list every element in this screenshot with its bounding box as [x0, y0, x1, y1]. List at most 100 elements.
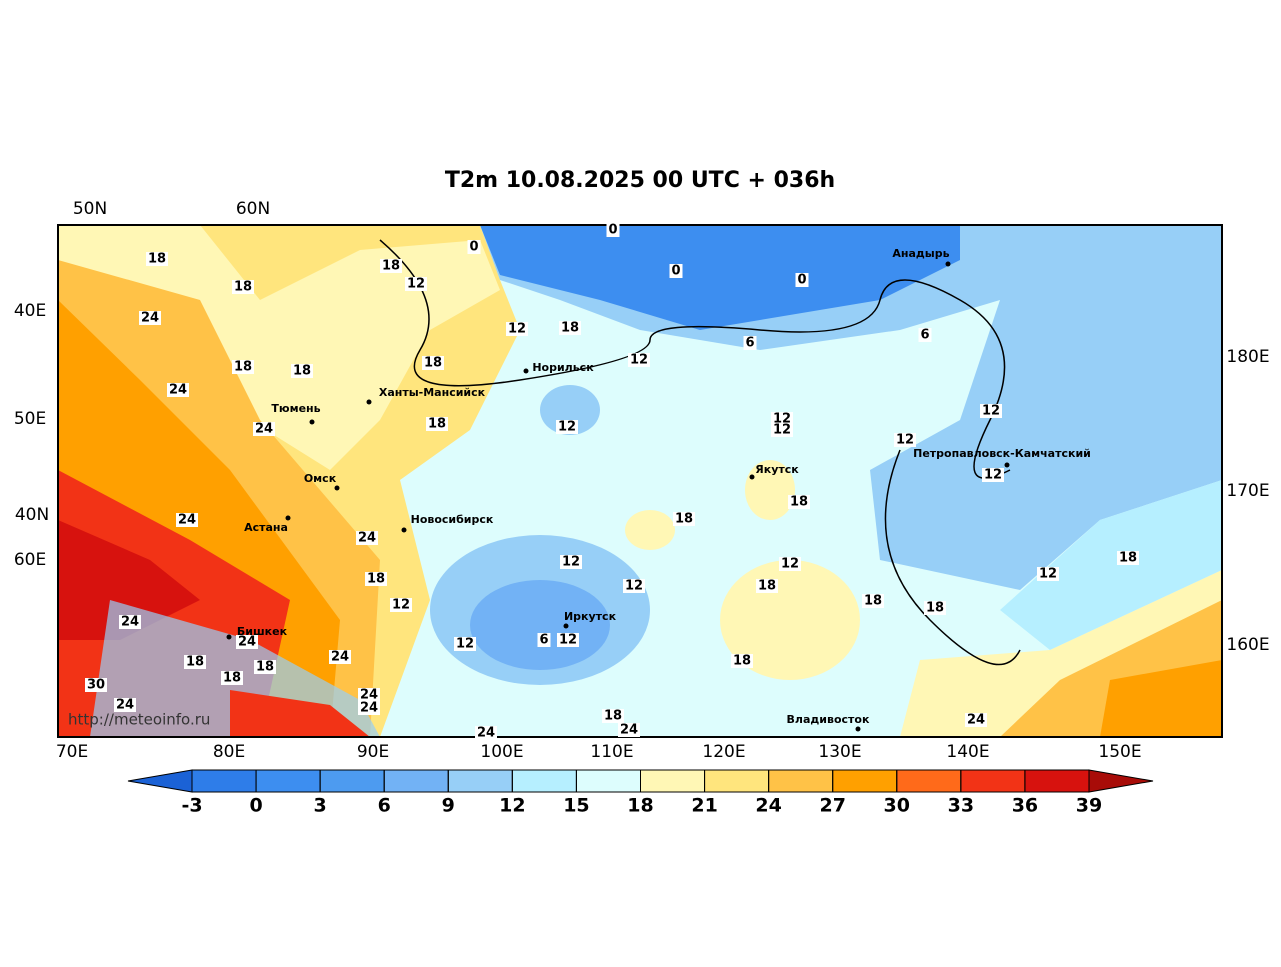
- contour-label: 12: [559, 633, 577, 648]
- city-dot: [1004, 462, 1010, 468]
- contour-label: 24: [116, 698, 134, 713]
- contour-label: 18: [234, 360, 252, 375]
- colorbar-under: [127, 769, 193, 793]
- edge-label: 160E: [1226, 635, 1269, 655]
- colorbar-tick-label: -3: [181, 795, 202, 817]
- colorbar-segment: [383, 769, 449, 793]
- lon-label: 90E: [357, 742, 389, 762]
- contour-label: 18: [148, 252, 166, 267]
- city-dot: [401, 527, 407, 533]
- contour-label-bg: [85, 678, 107, 692]
- contour-label-bg: [795, 273, 809, 287]
- map-field: [58, 225, 1222, 737]
- colorbar-tick-label: 12: [499, 795, 525, 817]
- contour-label: 12: [773, 423, 791, 438]
- contour-label-bg: [924, 601, 946, 615]
- colorbar-tick-label: 27: [819, 795, 845, 817]
- contour-label: 24: [331, 650, 349, 665]
- contour-label: 18: [733, 654, 751, 669]
- lat-label: 60N: [236, 199, 270, 219]
- contour-label-bg: [221, 671, 243, 685]
- city-name: Тюмень: [271, 402, 320, 415]
- colorbar-tick-label: 0: [249, 795, 262, 817]
- contour-label-bg: [365, 572, 387, 586]
- contour-label-bg: [426, 417, 448, 431]
- contour-label: 18: [758, 579, 776, 594]
- contour-label: 18: [367, 572, 385, 587]
- city-name: Новосибирск: [411, 513, 494, 526]
- contour-label: 12: [1039, 567, 1057, 582]
- contour-label: 12: [407, 277, 425, 292]
- contour-label-bg: [114, 698, 136, 712]
- edge-label: 170E: [1226, 481, 1269, 501]
- contour-label: 30: [87, 678, 105, 693]
- contour-label: 12: [456, 637, 474, 652]
- contour-label: 18: [864, 594, 882, 609]
- contour-label: 24: [169, 383, 187, 398]
- contour-label-bg: [176, 513, 198, 527]
- contour-label: 24: [255, 422, 273, 437]
- lon-label: 100E: [480, 742, 523, 762]
- website: http://meteoinfo.ru: [68, 711, 210, 729]
- contour-label-bg: [232, 280, 254, 294]
- contour-label: 18: [561, 321, 579, 336]
- contour-label-bg: [184, 655, 206, 669]
- city-name: Норильск: [532, 361, 594, 374]
- contour-label-bg: [358, 701, 380, 715]
- contour-label: 12: [896, 433, 914, 448]
- contour-label: 6: [539, 633, 548, 648]
- contour-label-bg: [405, 277, 427, 291]
- colorbar: -3 0 3 6 9 12 15 18 21 24 27 30 33 36 39: [127, 769, 1154, 817]
- contour-label-bg: [1037, 567, 1059, 581]
- contour-label-bg: [358, 688, 380, 702]
- contour-label: 0: [469, 240, 478, 255]
- title: T2m 10.08.2025 00 UTC + 036h: [445, 168, 835, 193]
- contour-label-bg: [253, 422, 275, 436]
- contour-label-bg: [602, 709, 624, 723]
- colorbar-tick-label: 18: [627, 795, 653, 817]
- contour-label-bg: [356, 531, 378, 545]
- colorbar-segment: [511, 769, 577, 793]
- contour-label-bg: [119, 615, 141, 629]
- colorbar-tick-label: 24: [755, 795, 781, 817]
- city-name: Ханты-Мансийск: [379, 386, 486, 399]
- contour-label: 12: [773, 412, 791, 427]
- contour-label-bg: [606, 223, 620, 237]
- edge-label: 60E: [14, 550, 46, 570]
- contour-label: 24: [358, 531, 376, 546]
- contour-label: 24: [360, 688, 378, 703]
- colorbar-tick-label: 6: [378, 795, 391, 817]
- contour-label-bg: [236, 635, 258, 649]
- contour-label-bg: [454, 637, 476, 651]
- colorbar-segment: [191, 769, 257, 793]
- city-dot: [309, 419, 315, 425]
- contour-label-bg: [390, 598, 412, 612]
- contour-label-bg: [623, 579, 645, 593]
- contour-label: 12: [562, 555, 580, 570]
- colorbar-segment: [896, 769, 962, 793]
- contour-label-bg: [756, 579, 778, 593]
- contour-label: 24: [477, 726, 495, 741]
- contour-label-bg: [537, 633, 551, 647]
- city-name: Астана: [244, 521, 288, 534]
- contour-label-bg: [771, 423, 793, 437]
- city-dot: [334, 485, 340, 491]
- colorbar-over: [1088, 769, 1154, 793]
- colorbar-tick-label: 9: [442, 795, 455, 817]
- contour-label-bg: [380, 259, 402, 273]
- contour-label: 24: [178, 513, 196, 528]
- contour-label-bg: [673, 512, 695, 526]
- city-dot: [366, 399, 372, 405]
- contour-label: 12: [630, 353, 648, 368]
- contour-label: 18: [926, 601, 944, 616]
- edge-label: 180E: [1226, 347, 1269, 367]
- contour-label-bg: [965, 713, 987, 727]
- contour-label: 24: [620, 723, 638, 738]
- contour-label: 6: [920, 328, 929, 343]
- city-name: Якутск: [755, 463, 799, 476]
- contour-label: 18: [790, 495, 808, 510]
- contour-label: 18: [223, 671, 241, 686]
- contour-label: 0: [671, 264, 680, 279]
- contour-label-bg: [628, 353, 650, 367]
- lon-label: 150E: [1098, 742, 1141, 762]
